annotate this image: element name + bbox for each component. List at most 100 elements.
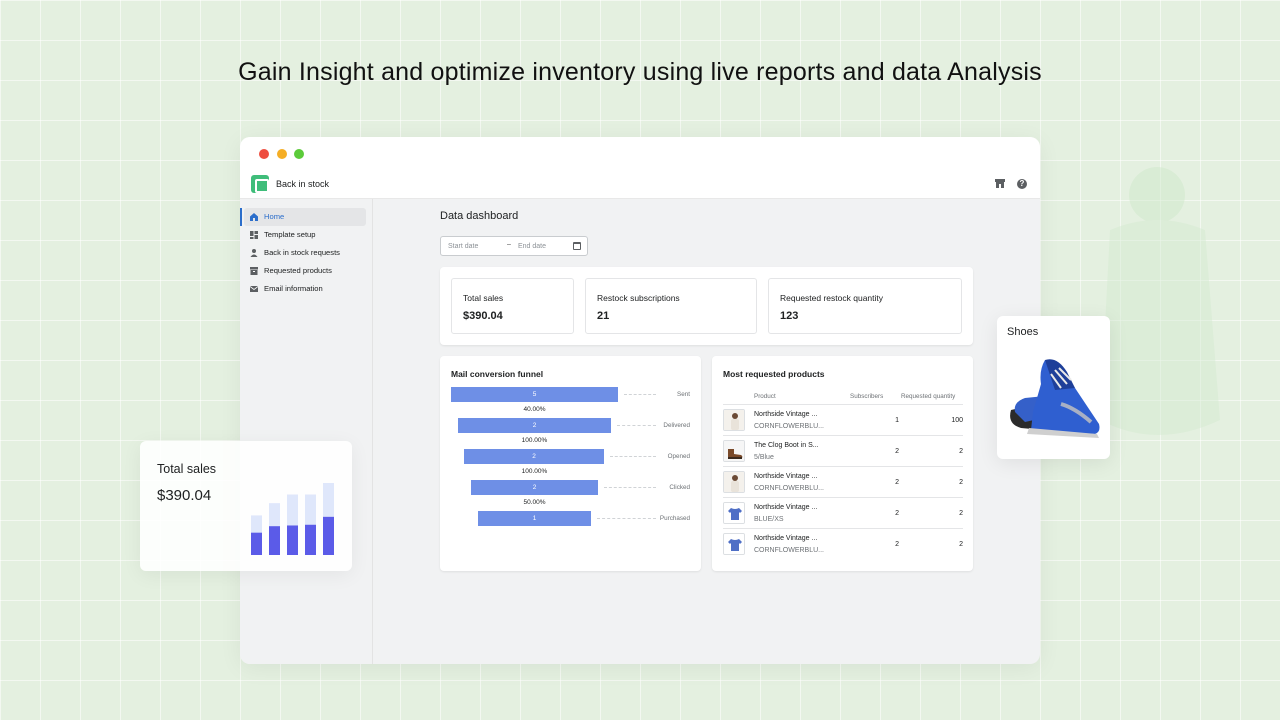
product-subscribers: 1 bbox=[895, 417, 899, 424]
product-name: Northside Vintage ... bbox=[754, 473, 818, 480]
sidebar-item-back-in-stock-requests[interactable]: Back in stock requests bbox=[244, 244, 366, 262]
stat-label: Total sales bbox=[463, 293, 504, 303]
stat-restock-subscriptions: Restock subscriptions 21 bbox=[585, 278, 757, 334]
table-row[interactable]: The Clog Boot in S... 5/Blue 2 2 bbox=[723, 435, 963, 466]
funnel-label-sent: Sent bbox=[677, 391, 690, 398]
sidebar-nav: Home Template setup Back in stock reques… bbox=[240, 199, 373, 664]
mini-chart-bar bbox=[251, 532, 262, 555]
person-photo-icon bbox=[724, 472, 744, 492]
floating-sales-label: Total sales bbox=[157, 462, 217, 476]
product-quantity: 2 bbox=[959, 479, 963, 486]
calendar-icon[interactable] bbox=[573, 242, 581, 250]
column-header-product: Product bbox=[754, 393, 776, 400]
date-separator: – bbox=[507, 241, 511, 248]
table-row[interactable]: Northside Vintage ... BLUE/XS 2 2 bbox=[723, 497, 963, 528]
app-name: Back in stock bbox=[276, 179, 330, 189]
stat-label: Requested restock quantity bbox=[780, 293, 884, 303]
help-icon[interactable]: ? bbox=[1017, 179, 1027, 189]
column-header-subscribers: Subscribers bbox=[850, 393, 884, 400]
shoe-photo-icon bbox=[1010, 359, 1100, 438]
funnel-connector bbox=[610, 456, 656, 457]
product-name: Northside Vintage ... bbox=[754, 504, 818, 511]
funnel-connector bbox=[604, 487, 656, 488]
product-thumbnail bbox=[723, 502, 745, 524]
bell-icon bbox=[251, 175, 269, 193]
funnel-rate: 100.00% bbox=[521, 437, 548, 444]
stat-value: $390.04 bbox=[463, 310, 503, 322]
person-icon bbox=[250, 249, 258, 257]
product-name: The Clog Boot in S... bbox=[754, 442, 819, 449]
funnel-bar-opened: 2 bbox=[464, 449, 604, 464]
sidebar-item-requested-products[interactable]: Requested products bbox=[244, 262, 366, 280]
funnel-bar-purchased: 1 bbox=[478, 511, 591, 526]
product-subscribers: 2 bbox=[895, 510, 899, 517]
column-header-requested-quantity: Requested quantity bbox=[901, 393, 956, 400]
product-variant: CORNFLOWERBLU... bbox=[754, 547, 825, 554]
person-photo-icon bbox=[724, 410, 744, 430]
shirt-photo-icon bbox=[724, 534, 744, 554]
sidebar-item-label: Template setup bbox=[264, 230, 316, 239]
product-quantity: 100 bbox=[951, 417, 963, 424]
funnel-rate: 100.00% bbox=[521, 468, 548, 475]
sidebar-item-label: Requested products bbox=[264, 266, 332, 275]
product-subscribers: 2 bbox=[895, 448, 899, 455]
mini-sales-chart bbox=[251, 483, 334, 555]
window-close-button[interactable] bbox=[259, 149, 269, 159]
card-title: Mail conversion funnel bbox=[451, 369, 544, 379]
sidebar-item-template-setup[interactable]: Template setup bbox=[244, 226, 366, 244]
product-name: Northside Vintage ... bbox=[754, 535, 818, 542]
shirt-photo-icon bbox=[724, 503, 744, 523]
most-requested-products-card: Most requested products Product Subscrib… bbox=[712, 356, 973, 571]
mini-chart-bar bbox=[269, 526, 280, 555]
funnel-label-purchased: Purchased bbox=[659, 515, 690, 522]
mini-chart-bar-background bbox=[305, 494, 316, 555]
funnel-label-opened: Opened bbox=[667, 453, 690, 460]
main-content: Data dashboard Start date – End date Tot… bbox=[373, 199, 1040, 664]
funnel-bar-delivered: 2 bbox=[458, 418, 611, 433]
window-maximize-button[interactable] bbox=[294, 149, 304, 159]
product-thumbnail bbox=[723, 440, 745, 462]
sidebar-item-email-information[interactable]: Email information bbox=[244, 280, 366, 298]
funnel-label-delivered: Delivered bbox=[663, 422, 690, 429]
floating-total-sales-card: Total sales $390.04 bbox=[140, 441, 352, 571]
funnel-connector bbox=[597, 518, 656, 519]
card-title: Most requested products bbox=[723, 369, 825, 379]
window-titlebar bbox=[240, 137, 1040, 169]
sidebar-item-label: Home bbox=[264, 212, 285, 221]
funnel-connector bbox=[617, 425, 656, 426]
store-icon[interactable] bbox=[995, 179, 1005, 188]
funnel-bar-sent: 5 bbox=[451, 387, 618, 402]
product-thumbnail bbox=[723, 471, 745, 493]
mail-conversion-funnel-card: Mail conversion funnel 5 Sent 40.00% 2 D… bbox=[440, 356, 701, 571]
date-range-picker[interactable]: Start date – End date bbox=[440, 236, 588, 256]
page-title: Data dashboard bbox=[440, 210, 519, 222]
table-row[interactable]: Northside Vintage ... CORNFLOWERBLU... 2… bbox=[723, 466, 963, 497]
stat-value: 123 bbox=[780, 310, 799, 322]
table-row[interactable]: Northside Vintage ... CORNFLOWERBLU... 2… bbox=[723, 528, 963, 559]
mini-chart-bar bbox=[305, 524, 316, 555]
end-date-input[interactable]: End date bbox=[518, 243, 547, 250]
product-variant: CORNFLOWERBLU... bbox=[754, 423, 825, 430]
sidebar-item-home[interactable]: Home bbox=[240, 208, 366, 226]
floating-product-card: Shoes bbox=[997, 316, 1110, 459]
product-subscribers: 2 bbox=[895, 541, 899, 548]
start-date-input[interactable]: Start date bbox=[448, 243, 479, 250]
window-minimize-button[interactable] bbox=[277, 149, 287, 159]
page-headline: Gain Insight and optimize inventory usin… bbox=[238, 58, 1042, 86]
table-row[interactable]: Northside Vintage ... CORNFLOWERBLU... 1… bbox=[723, 404, 963, 435]
product-variant: 5/Blue bbox=[754, 454, 774, 461]
funnel-bar-clicked: 2 bbox=[471, 480, 598, 495]
sidebar-item-label: Email information bbox=[264, 284, 323, 293]
boot-photo-icon bbox=[724, 441, 744, 461]
stat-label: Restock subscriptions bbox=[597, 293, 680, 303]
mail-icon bbox=[250, 286, 258, 292]
floating-sales-value: $390.04 bbox=[157, 487, 212, 504]
app-header: Back in stock ? bbox=[240, 169, 1040, 199]
product-variant: CORNFLOWERBLU... bbox=[754, 485, 825, 492]
product-name: Northside Vintage ... bbox=[754, 411, 818, 418]
stat-total-sales: Total sales $390.04 bbox=[451, 278, 574, 334]
product-quantity: 2 bbox=[959, 448, 963, 455]
funnel-rate: 50.00% bbox=[523, 499, 546, 506]
floating-product-label: Shoes bbox=[1007, 326, 1039, 338]
funnel-rate: 40.00% bbox=[523, 406, 546, 413]
